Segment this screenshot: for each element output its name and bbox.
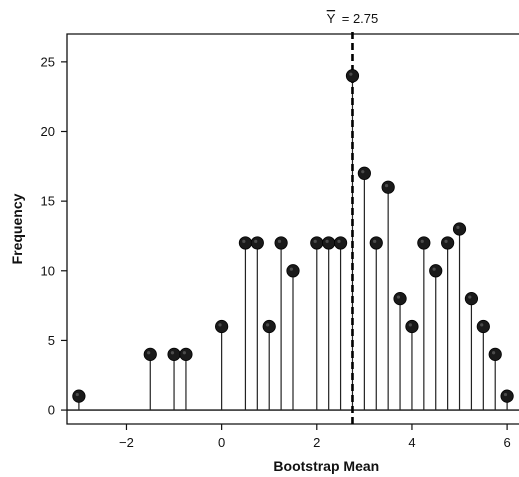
marker-highlight xyxy=(503,392,508,397)
stem-marker xyxy=(310,236,324,250)
stem-marker xyxy=(167,347,181,361)
stem-marker xyxy=(369,236,383,250)
y-tick-label: 10 xyxy=(41,263,55,278)
stem-marker xyxy=(274,236,288,250)
stem-marker xyxy=(429,264,443,278)
x-tick-label: 0 xyxy=(218,435,225,450)
y-axis: 0 5 10 15 20 25 xyxy=(41,54,67,418)
stem-marker xyxy=(441,236,455,250)
plot-frame xyxy=(66,33,519,425)
reference-line-label: Y = 2.75 xyxy=(327,11,379,26)
reference-value: = 2.75 xyxy=(342,11,379,26)
stem-marker xyxy=(322,236,336,250)
stem-marker xyxy=(417,236,431,250)
stem-marker xyxy=(488,347,502,361)
stem-marker xyxy=(250,236,264,250)
marker-highlight xyxy=(396,295,401,299)
stem-marker xyxy=(215,319,229,334)
y-tick-label: 25 xyxy=(41,54,55,69)
x-tick-label: 4 xyxy=(408,435,415,450)
marker-highlight xyxy=(468,295,472,299)
stem-marker xyxy=(464,292,479,306)
y-tick-label: 20 xyxy=(41,124,55,139)
stem-marker xyxy=(345,69,360,83)
marker-highlight xyxy=(182,351,186,355)
marker-highlight xyxy=(444,239,448,243)
marker-highlight xyxy=(337,239,341,243)
x-axis: −2 0 2 4 6 xyxy=(119,424,511,450)
x-tick-label: 2 xyxy=(313,435,320,450)
marker-highlight xyxy=(384,184,389,188)
marker-highlight xyxy=(492,351,496,355)
stem-marker xyxy=(393,292,407,306)
marker-highlight xyxy=(373,239,377,243)
y-axis-title: Frequency xyxy=(9,193,25,264)
marker-highlight xyxy=(361,170,365,174)
marker-highlight xyxy=(75,392,79,397)
x-axis-title: Bootstrap Mean xyxy=(273,458,379,474)
marker-highlight xyxy=(313,239,317,243)
stem-marker xyxy=(452,222,467,236)
marker-highlight xyxy=(432,267,436,271)
marker-highlight xyxy=(349,72,353,76)
marker-highlight xyxy=(254,239,258,243)
marker-highlight xyxy=(147,351,151,355)
markers xyxy=(72,69,514,403)
stem-marker xyxy=(357,166,371,180)
plot-border xyxy=(66,33,519,425)
y-tick-label: 5 xyxy=(48,333,55,348)
marker-highlight xyxy=(420,239,424,243)
y-tick-label: 15 xyxy=(41,194,55,209)
marker-highlight xyxy=(170,351,175,355)
marker-highlight xyxy=(289,267,293,271)
stem-marker xyxy=(179,347,193,361)
stem-marker xyxy=(143,347,157,361)
stem-marker xyxy=(500,389,514,403)
marker-highlight xyxy=(266,323,270,327)
marker-highlight xyxy=(408,323,412,327)
marker-highlight xyxy=(325,239,329,243)
stem-marker xyxy=(476,319,490,334)
marker-highlight xyxy=(242,239,246,243)
stem-marker xyxy=(286,264,300,278)
stem-marker xyxy=(405,319,419,334)
stem-marker xyxy=(333,236,348,250)
y-tick-label: 0 xyxy=(48,403,55,418)
marker-highlight xyxy=(218,323,222,327)
marker-highlight xyxy=(456,225,460,229)
x-tick-label: −2 xyxy=(119,435,134,450)
marker-highlight xyxy=(480,323,484,327)
marker-highlight xyxy=(277,239,282,243)
reference-symbol: Y xyxy=(327,11,336,26)
stem-marker xyxy=(238,236,253,250)
stem-marker xyxy=(72,389,86,403)
stem-marker xyxy=(381,180,395,194)
stem-marker xyxy=(262,319,276,334)
x-tick-label: 6 xyxy=(503,435,510,450)
